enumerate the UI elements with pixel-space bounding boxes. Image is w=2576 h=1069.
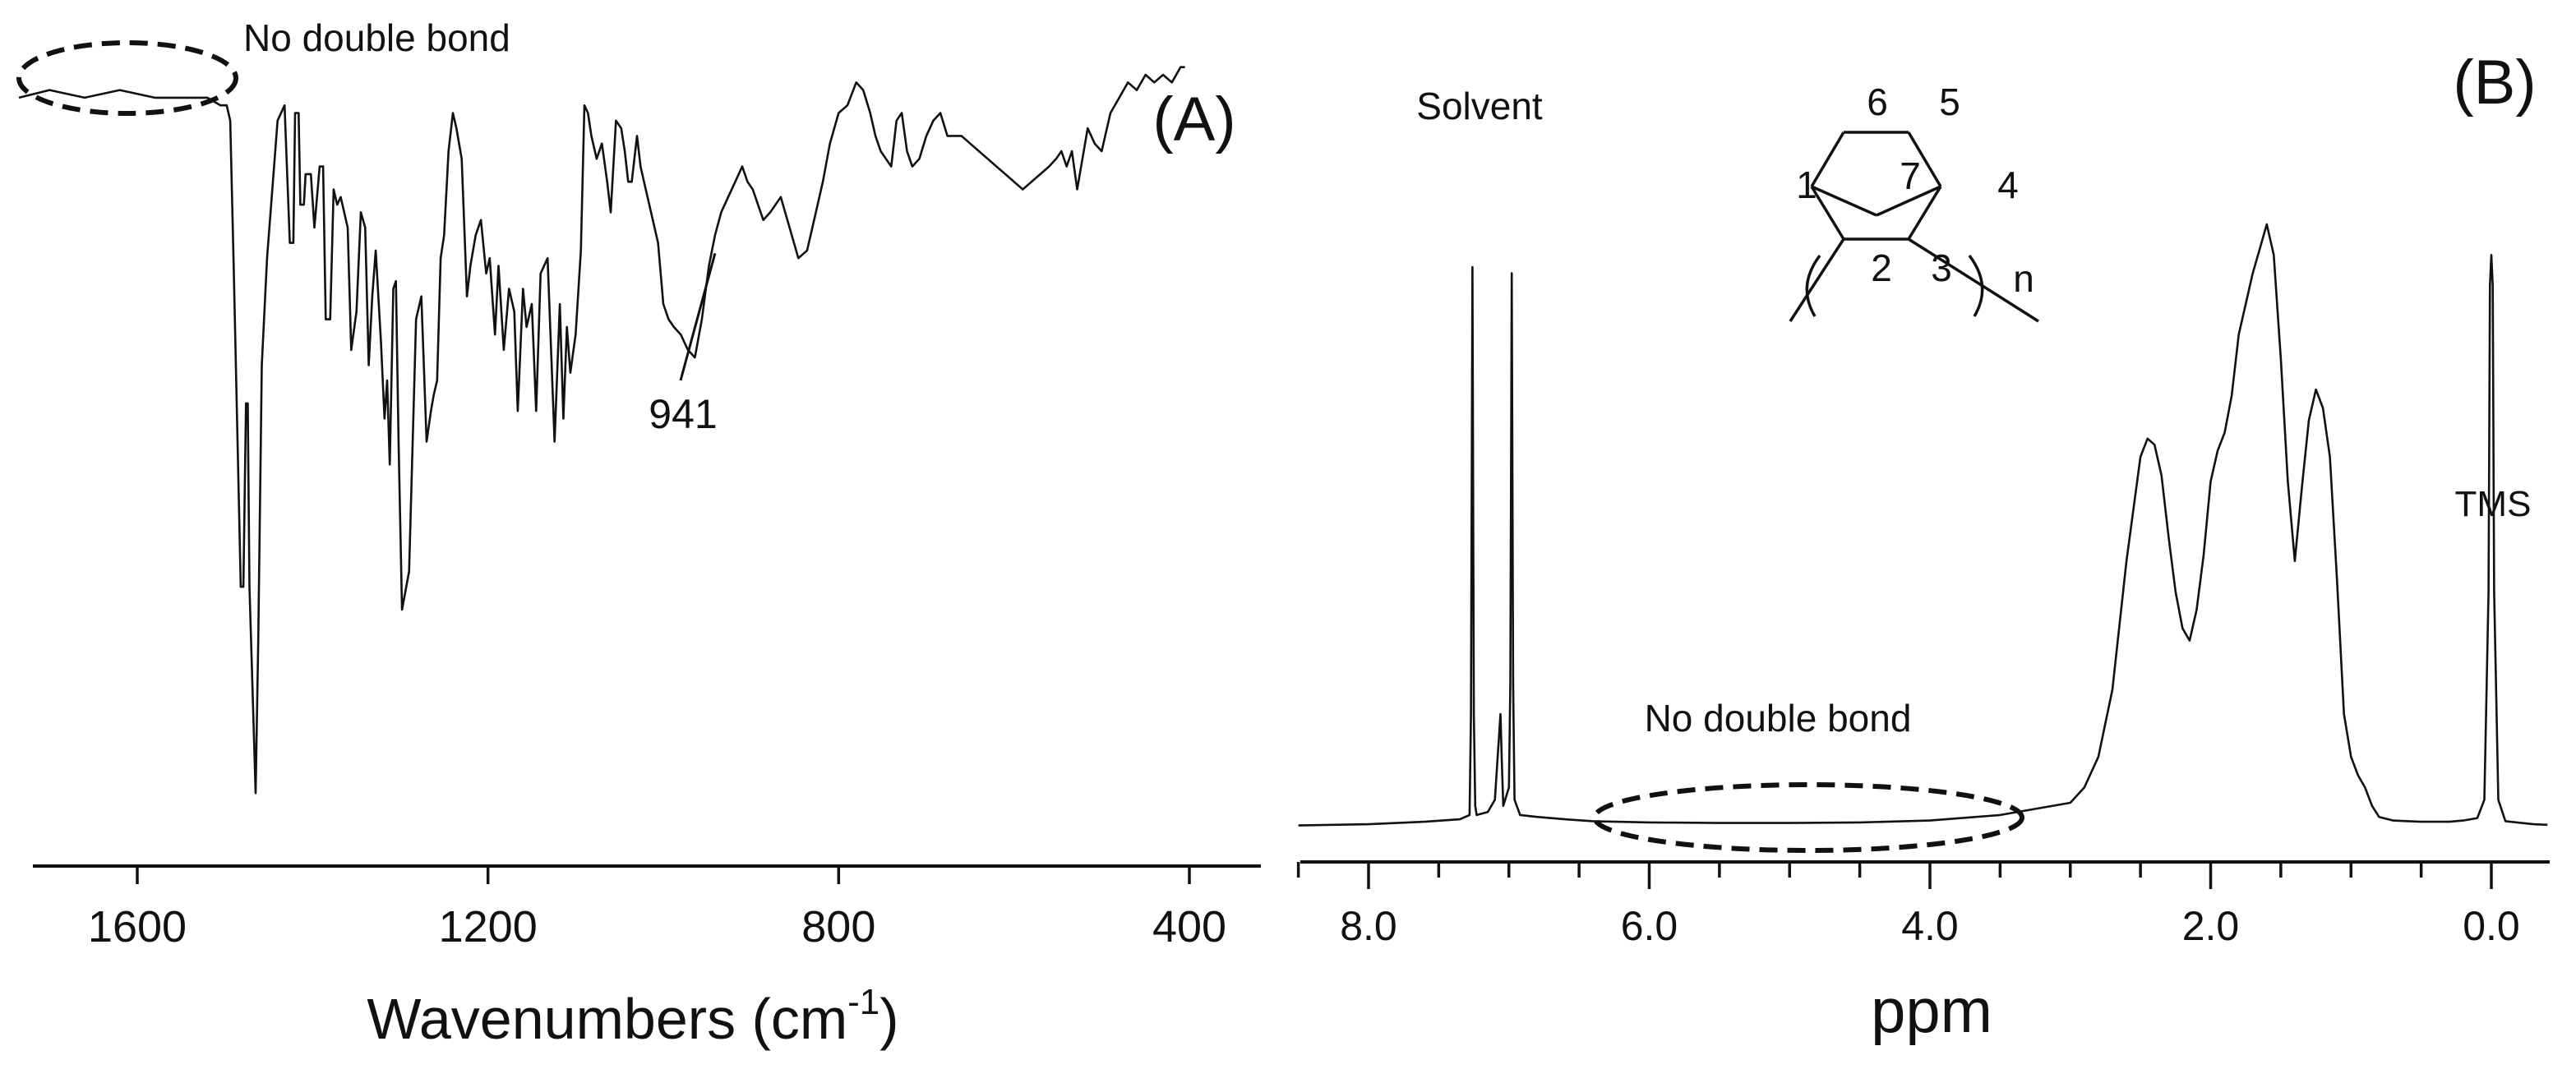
chain-bond-left bbox=[1789, 238, 1845, 322]
chain-bond-right bbox=[1908, 237, 2039, 323]
nmr-x-tick-label-4.0: 4.0 bbox=[1901, 903, 1959, 949]
ir-panel: (A) 1600 1200 800 400 No double bond 941 Wa… bbox=[16, 16, 1261, 1051]
ir-spectrum-line bbox=[18, 66, 1185, 795]
nmr-solvent-label: Solvent bbox=[1416, 85, 1543, 127]
ir-x-tick-label-1200: 1200 bbox=[439, 902, 538, 952]
label-n: n bbox=[2013, 257, 2034, 300]
bond-4-3 bbox=[1907, 186, 1942, 240]
bond-5-4 bbox=[1907, 131, 1942, 187]
nmr-x-axis-title: ppm bbox=[1871, 976, 1992, 1046]
nmr-no-double-bond-ellipse bbox=[1592, 782, 2024, 853]
ir-x-axis-title: Wavenumbers (cm-1) bbox=[367, 982, 898, 1051]
bond-1-7 bbox=[1811, 185, 1877, 217]
bond-6-1 bbox=[1810, 131, 1845, 187]
nmr-x-tick-label-6.0: 6.0 bbox=[1621, 903, 1678, 949]
bracket-left bbox=[1805, 254, 1821, 317]
polynorbornene-structure: 6 5 1 7 4 2 3 n bbox=[1789, 81, 2039, 323]
ir-x-tick-label-1600: 1600 bbox=[88, 902, 187, 952]
bond-1-2 bbox=[1810, 186, 1845, 240]
ir-x-tick-label-800: 800 bbox=[801, 902, 875, 952]
nmr-no-double-bond-label: No double bond bbox=[1645, 697, 1912, 740]
ir-x-tick-label-400: 400 bbox=[1152, 902, 1226, 952]
label-7: 7 bbox=[1900, 154, 1921, 197]
panel-a-label: (A) bbox=[1152, 85, 1235, 154]
label-5: 5 bbox=[1939, 81, 1960, 123]
label-1: 1 bbox=[1796, 164, 1817, 206]
nmr-panel: (B) 8.0 6.0 4.0 2.0 0.0 Solvent No double bo… bbox=[1296, 48, 2550, 1046]
label-3: 3 bbox=[1931, 247, 1952, 289]
bond-7-4 bbox=[1876, 185, 1941, 217]
ir-no-double-bond-ellipse bbox=[16, 40, 238, 116]
ir-no-double-bond-label: No double bond bbox=[243, 16, 510, 59]
nmr-spectrum-line bbox=[1298, 223, 2548, 827]
ir-941-label: 941 bbox=[649, 391, 717, 437]
ir-941-leader-line bbox=[679, 252, 717, 381]
ir-x-axis-title-close: ) bbox=[879, 987, 898, 1051]
ir-x-axis-title-main: Wavenumbers (cm bbox=[367, 987, 847, 1051]
nmr-x-ticks: 8.0 6.0 4.0 2.0 0.0 bbox=[1296, 862, 2520, 949]
ir-x-axis-title-superscript: -1 bbox=[847, 982, 879, 1022]
panel-b-label: (B) bbox=[2453, 48, 2536, 117]
nmr-x-tick-label-8.0: 8.0 bbox=[1340, 903, 1397, 949]
label-2: 2 bbox=[1871, 247, 1892, 289]
nmr-x-tick-label-0.0: 0.0 bbox=[2463, 903, 2520, 949]
label-6: 6 bbox=[1867, 81, 1888, 123]
bracket-right bbox=[1968, 254, 1984, 317]
nmr-x-tick-label-2.0: 2.0 bbox=[2182, 903, 2240, 949]
label-4: 4 bbox=[1997, 164, 2019, 206]
nmr-tms-label: TMS bbox=[2455, 484, 2532, 524]
ir-x-ticks: 1600 1200 800 400 bbox=[88, 866, 1226, 952]
